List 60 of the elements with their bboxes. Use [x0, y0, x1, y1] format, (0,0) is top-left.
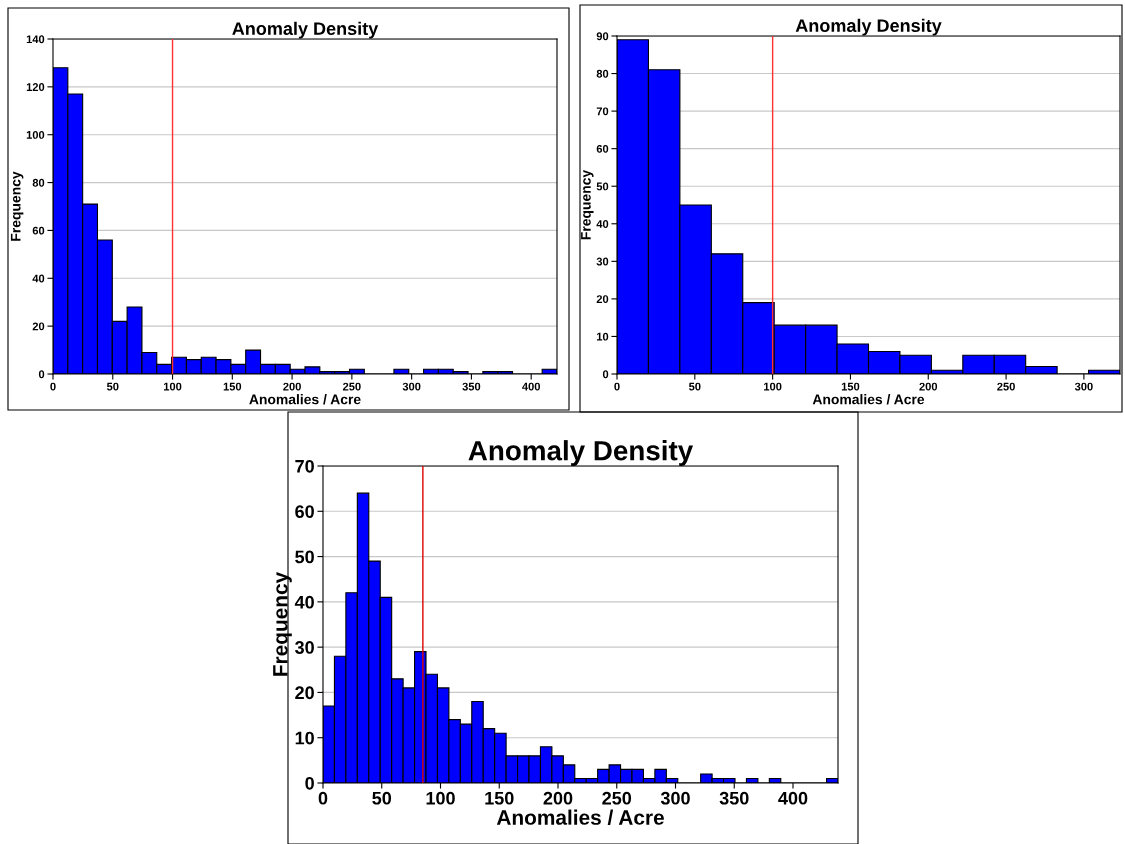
x-tick-label: 250 — [602, 791, 632, 805]
x-tick-label: 300 — [402, 382, 421, 391]
x-tick-label: 50 — [106, 382, 119, 391]
x-tick-label: 0 — [318, 791, 328, 805]
chart-title: Anomaly Density — [232, 21, 379, 39]
x-tick-label: 350 — [462, 382, 481, 391]
x-tick-label: 250 — [997, 382, 1015, 391]
x-tick-label: 150 — [841, 382, 860, 391]
y-tick-label: 60 — [32, 226, 45, 235]
x-axis-title: Anomalies / Acre — [496, 809, 664, 826]
y-tick-label: 40 — [294, 595, 314, 609]
y-tick-label: 30 — [596, 257, 609, 266]
x-tick-label: 200 — [283, 382, 301, 391]
x-tick-label: 100 — [764, 382, 782, 391]
x-tick-label: 400 — [778, 791, 808, 805]
chart-title: Anomaly Density — [468, 440, 694, 466]
y-tick-label: 0 — [602, 370, 609, 379]
y-tick-label: 120 — [26, 83, 45, 91]
y-axis-title: Frequency — [581, 169, 594, 240]
x-tick-label: 150 — [485, 791, 514, 805]
y-tick-label: 50 — [295, 550, 314, 564]
x-tick-label: 50 — [372, 791, 392, 805]
y-tick-label: 40 — [32, 274, 45, 283]
y-tick-label: 20 — [32, 322, 45, 331]
y-tick-label: 20 — [295, 686, 314, 700]
y-tick-label: 80 — [596, 69, 609, 78]
y-tick-label: 40 — [596, 220, 609, 228]
x-axis-title: Anomalies / Acre — [249, 394, 361, 405]
y-tick-label: 140 — [26, 35, 45, 44]
y-tick-label: 30 — [295, 641, 314, 654]
x-tick-label: 100 — [426, 791, 455, 805]
x-tick-label: 400 — [522, 382, 540, 391]
y-tick-label: 0 — [305, 776, 314, 790]
y-axis-title: Frequency — [273, 571, 292, 676]
x-tick-label: 200 — [919, 382, 938, 391]
x-tick-label: 350 — [719, 791, 749, 805]
x-axis-title: Anomalies / Acre — [812, 394, 925, 405]
x-tick-label: 250 — [342, 382, 361, 391]
y-tick-label: 60 — [596, 144, 609, 153]
y-tick-label: 50 — [596, 182, 609, 191]
y-tick-label: 70 — [596, 107, 609, 116]
y-tick-label: 80 — [32, 178, 45, 187]
y-tick-label: 20 — [596, 295, 609, 304]
y-tick-label: 10 — [597, 332, 609, 341]
y-tick-label: 100 — [26, 130, 45, 139]
chart-title: Anomaly Density — [795, 18, 942, 36]
x-tick-label: 0 — [614, 382, 620, 391]
y-tick-label: 90 — [596, 32, 609, 41]
y-tick-label: 70 — [295, 459, 314, 473]
x-tick-label: 300 — [660, 791, 690, 805]
y-axis-title: Frequency — [10, 171, 24, 241]
x-tick-label: 200 — [543, 791, 573, 805]
x-tick-label: 0 — [50, 382, 56, 391]
y-tick-label: 0 — [38, 370, 45, 379]
y-tick-label: 60 — [295, 505, 314, 519]
x-tick-label: 300 — [1074, 382, 1093, 391]
x-tick-label: 50 — [688, 382, 701, 391]
x-tick-label: 150 — [223, 382, 242, 391]
y-tick-label: 10 — [295, 731, 314, 745]
x-tick-label: 100 — [163, 382, 182, 391]
